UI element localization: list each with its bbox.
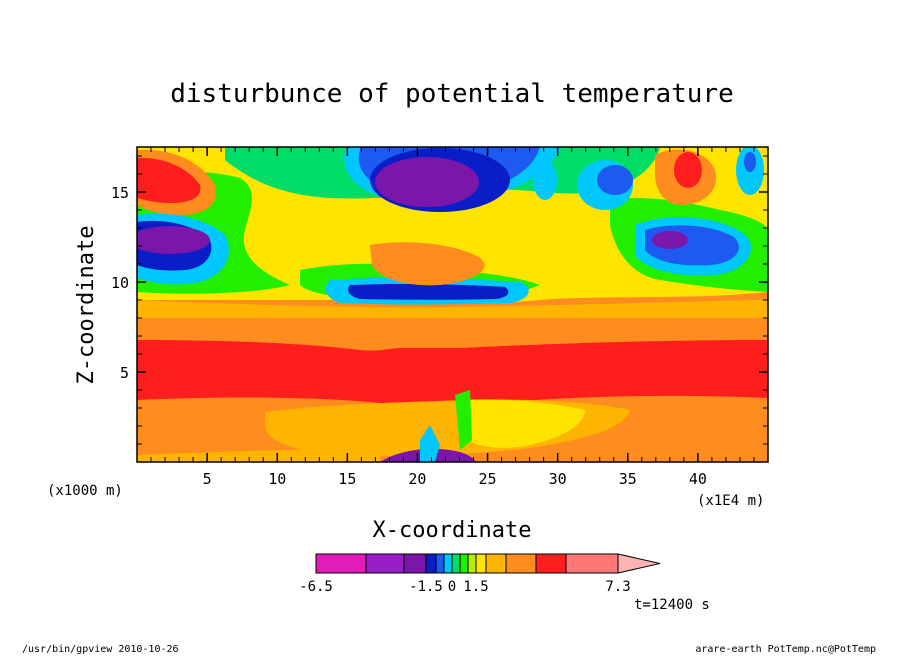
colorbar-swatch — [403, 553, 427, 574]
colorbar-swatch — [565, 553, 619, 574]
x-tick-label: 25 — [479, 470, 497, 488]
colorbar-tick-label: -6.5 — [299, 579, 333, 595]
colorbar-swatch — [435, 553, 445, 574]
colorbar-swatch — [505, 553, 537, 574]
colorbar: -6.5 -1.5 0 1.5 7.3 — [299, 553, 661, 595]
field-green-low — [455, 390, 472, 450]
x-unit-label: (x1000 m) — [47, 483, 123, 499]
colorbar-tick-label: 1.5 — [463, 579, 488, 595]
field-yellow-low — [458, 399, 585, 448]
y-axis-title: Z-coordinate — [74, 226, 99, 385]
x-axis-title: X-coordinate — [373, 518, 532, 543]
x-tick-label: 40 — [689, 470, 707, 488]
field-orange-plume — [370, 242, 485, 286]
colorbar-swatch — [459, 553, 469, 574]
colorbar-swatch — [535, 553, 567, 574]
time-label: t=12400 s — [634, 597, 710, 613]
y-tick-label: 10 — [111, 274, 129, 292]
colorbar-swatch — [425, 553, 437, 574]
field-red-band — [137, 340, 768, 405]
x-axis: 5 10 15 20 25 30 35 40 — [150, 147, 755, 488]
field-upper-lightorange — [137, 300, 768, 318]
colorbar-arrow — [617, 553, 661, 574]
colorbar-swatch — [451, 553, 461, 574]
footer-left: /usr/bin/gpview 2010-10-26 — [22, 644, 179, 654]
field-cyan-surface — [420, 425, 440, 462]
colorbar-tick-label: 7.3 — [605, 579, 630, 595]
field-purple-top — [375, 157, 479, 207]
colorbar-swatch — [467, 553, 477, 574]
x-tick-label: 20 — [408, 470, 426, 488]
field-blue-rightmost — [744, 152, 756, 172]
field-red-right-top — [674, 152, 702, 188]
field-orange-band-upper — [137, 318, 768, 340]
field-red-left-top — [137, 157, 201, 203]
colorbar-tick-label: -1.5 — [409, 579, 443, 595]
colorbar-swatch — [315, 553, 367, 574]
contour-field — [137, 147, 768, 462]
x-tick-label: 30 — [549, 470, 567, 488]
chart-title: disturbunce of potential temperature — [170, 79, 734, 109]
footer-right: arare-earth_PotTemp.nc@PotTemp — [695, 644, 876, 654]
field-navy-band — [348, 283, 509, 300]
field-blue-mid2 — [597, 165, 633, 195]
x-secondary-unit-label: (x1E4 m) — [697, 493, 764, 509]
plot-frame — [136, 146, 769, 463]
field-purple-right — [652, 231, 688, 249]
colorbar-swatch — [443, 553, 453, 574]
x-tick-label: 10 — [268, 470, 286, 488]
colorbar-swatch — [485, 553, 507, 574]
x-tick-label: 15 — [338, 470, 356, 488]
x-tick-label: 35 — [619, 470, 637, 488]
y-axis: 5 10 15 — [111, 155, 768, 445]
y-tick-label: 5 — [120, 364, 129, 382]
field-cyan-mid1 — [533, 160, 557, 200]
colorbar-swatch — [475, 553, 487, 574]
y-tick-label: 15 — [111, 184, 129, 202]
colorbar-tick-label: 0 — [448, 579, 456, 595]
x-tick-label: 5 — [203, 470, 212, 488]
colorbar-swatch — [365, 553, 405, 574]
field-purple-left — [137, 226, 210, 254]
